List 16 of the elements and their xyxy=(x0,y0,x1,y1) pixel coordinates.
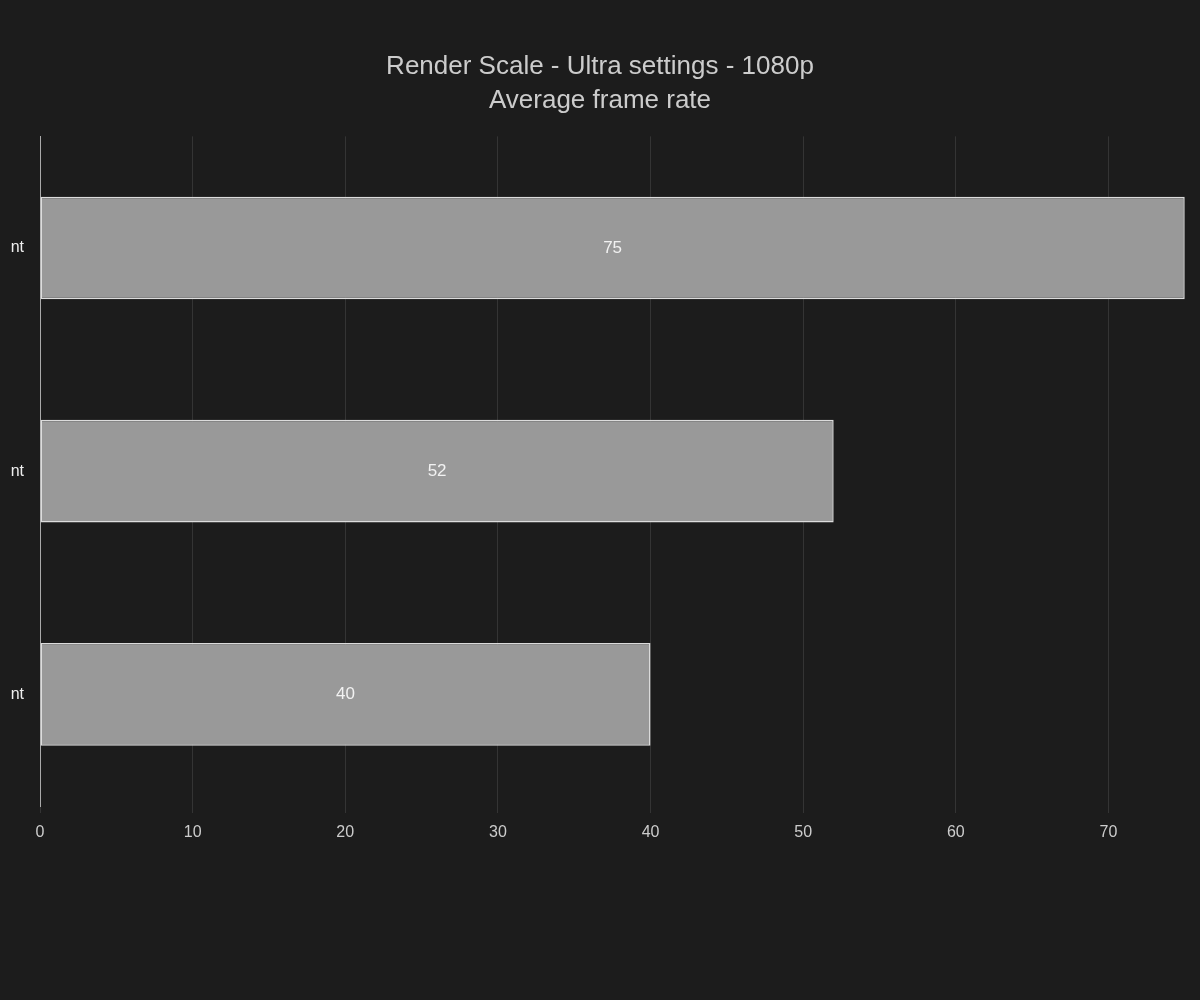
x-tick-label: 60 xyxy=(946,823,965,841)
x-tick-label: 50 xyxy=(794,823,813,841)
chart-subtitle: Average frame rate xyxy=(488,83,712,114)
y-tick-label: nt xyxy=(10,684,25,702)
x-tick-label: 20 xyxy=(336,823,355,841)
x-tick-label: 10 xyxy=(183,823,202,841)
y-tick-label: nt xyxy=(10,461,25,479)
x-tick-label: 0 xyxy=(35,823,45,841)
x-tick-label: 40 xyxy=(641,823,660,841)
data-label: 40 xyxy=(336,684,355,704)
x-tick-label: 70 xyxy=(1099,823,1118,841)
data-label: 52 xyxy=(427,460,447,480)
x-tick-label: 30 xyxy=(489,823,507,841)
chart-title: Render Scale - Ultra settings - 1080p xyxy=(386,49,814,80)
y-tick-label: nt xyxy=(10,238,25,256)
data-label: 75 xyxy=(603,237,623,257)
